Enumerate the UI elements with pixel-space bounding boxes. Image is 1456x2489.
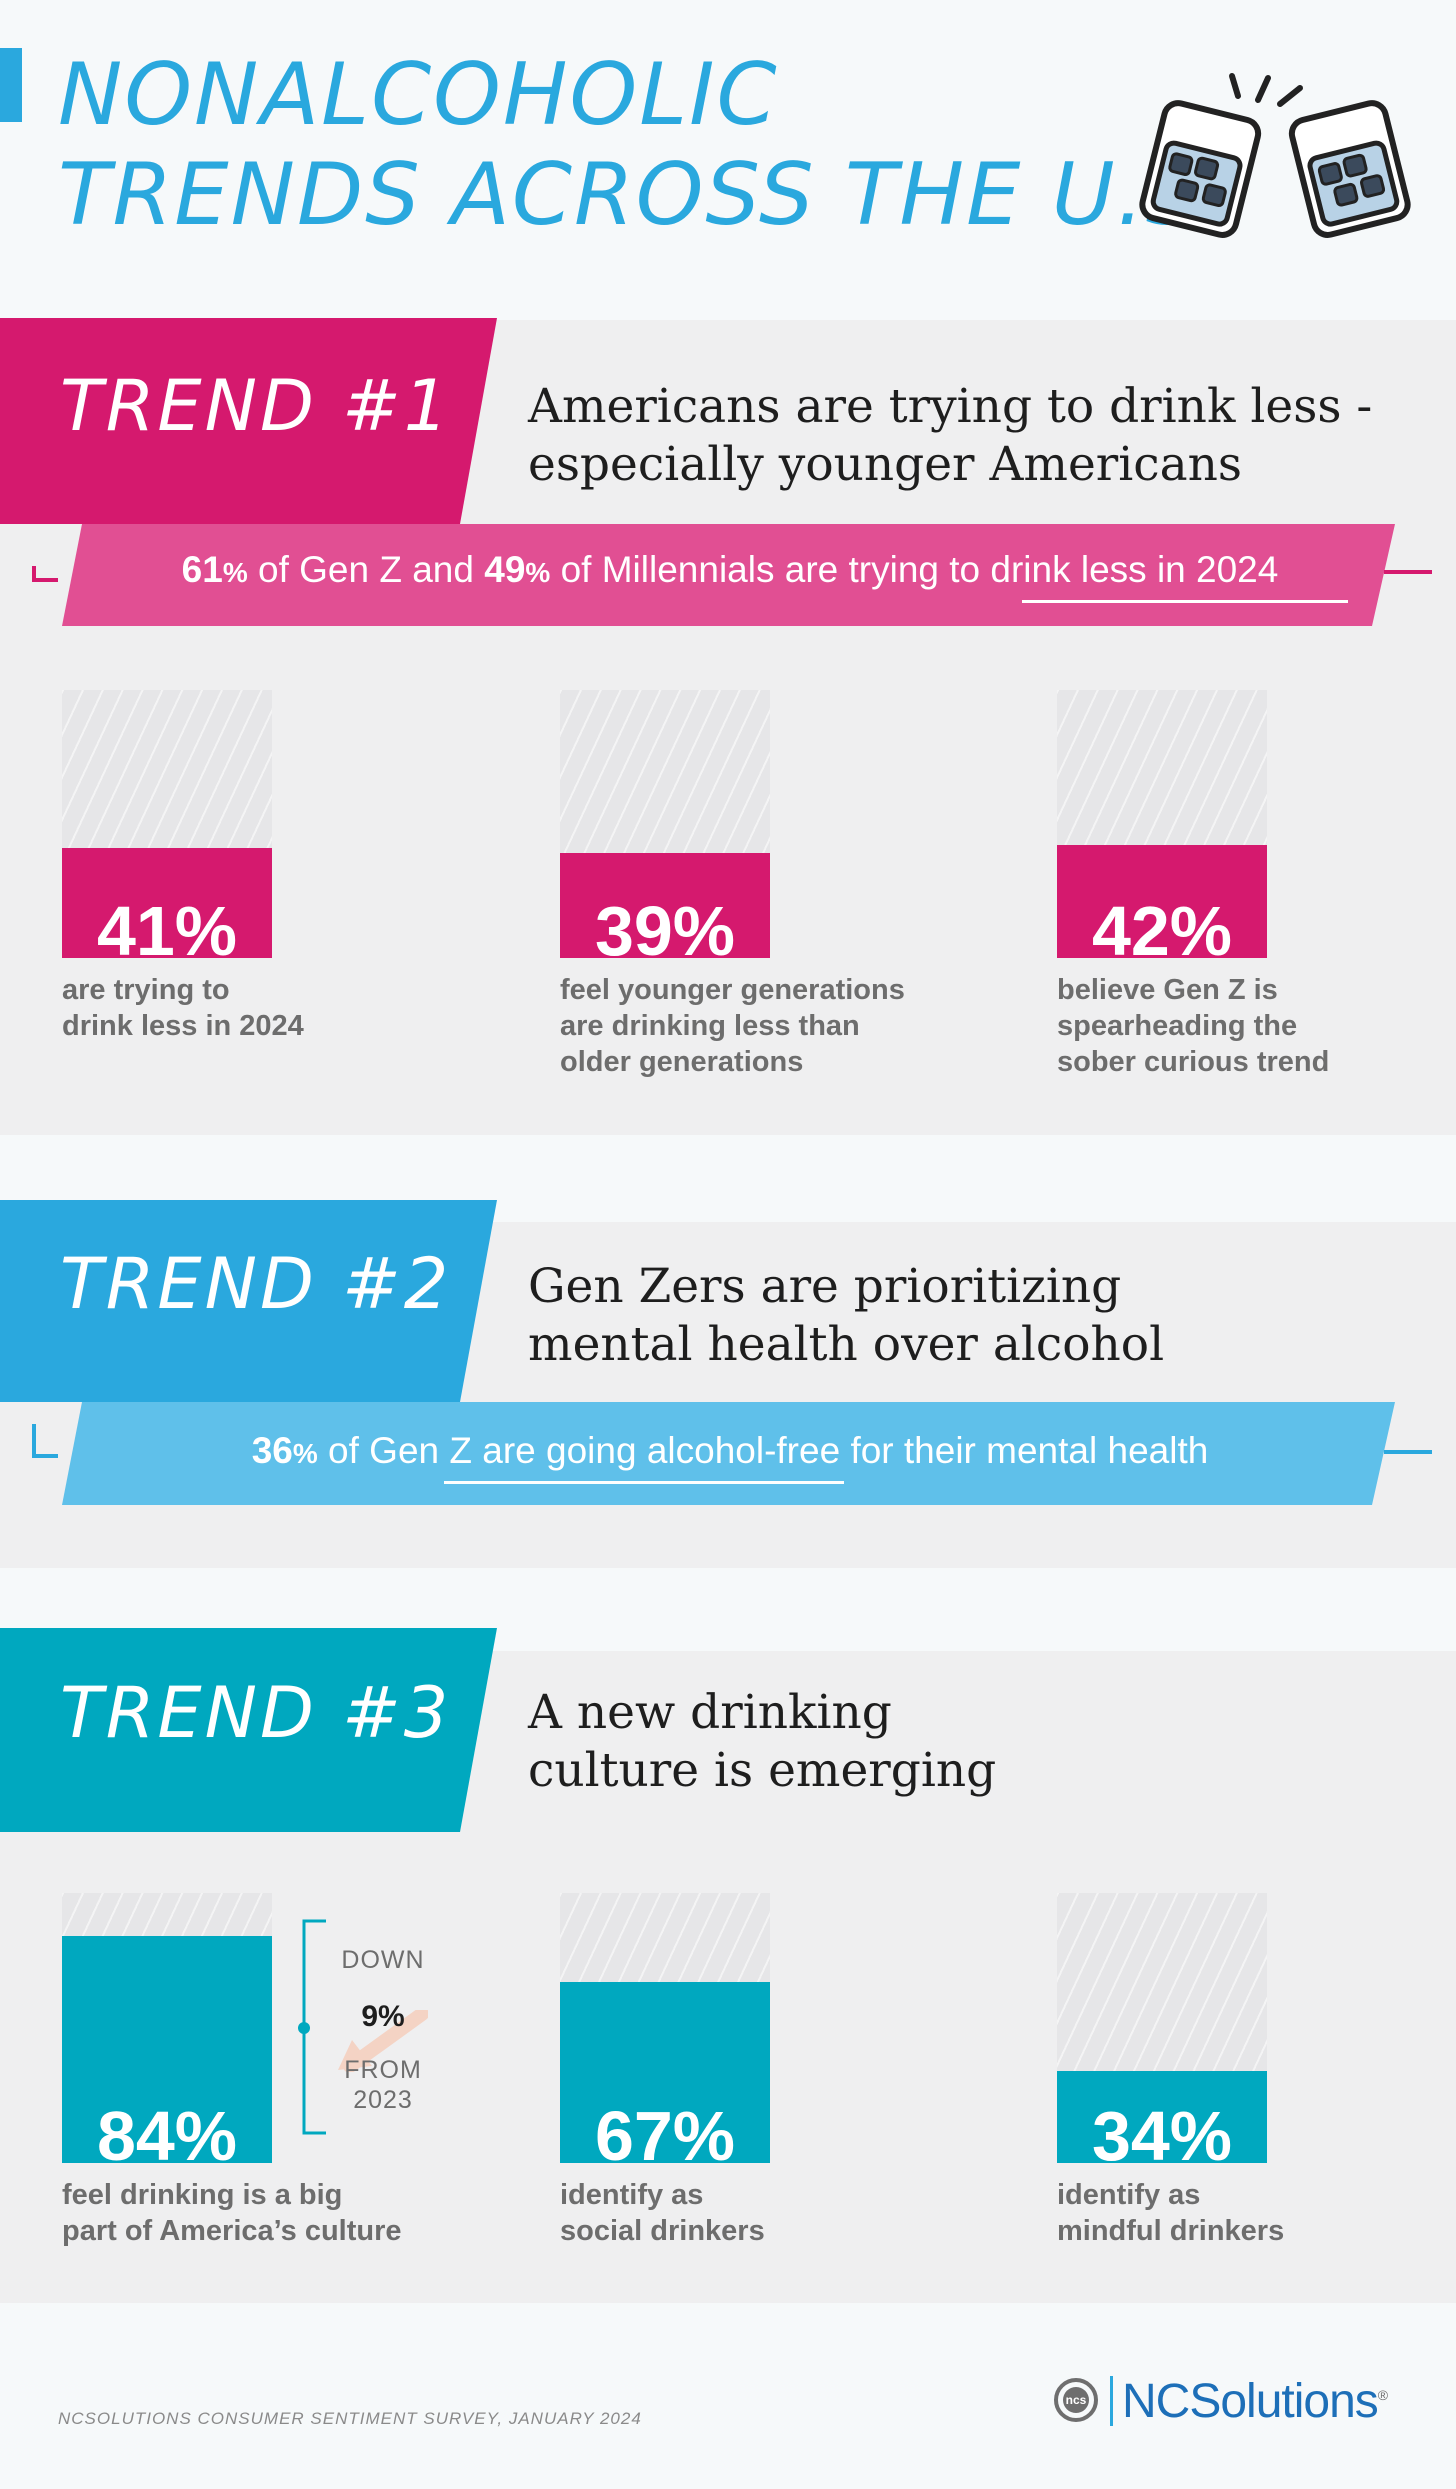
page-title-line-1: NONALCOHOLIC	[58, 45, 779, 145]
bar	[560, 1982, 770, 2163]
bar-caption-line: mindful drinkers	[1057, 2215, 1285, 2247]
logo-divider	[1110, 2376, 1113, 2426]
trend-3-heading-line-1: A new drinking	[528, 1685, 892, 1740]
trend-3-label: TREND #3	[60, 1672, 452, 1754]
trend-2-banner-text: 36% of Gen Z are going alcohol-free for …	[251, 1430, 1209, 1471]
bar-caption-line: social drinkers	[560, 2215, 765, 2247]
bar-caption-line: spearheading the	[1057, 1010, 1298, 1042]
ncs-logo-mark: ncs	[1054, 2378, 1098, 2422]
bar-caption-line: drink less in 2024	[62, 1010, 304, 1042]
ncs-logo: ncs NCSolutions®	[1054, 2370, 1434, 2440]
trend-2-banner-underline	[444, 1481, 844, 1484]
trend-1-banner-text: 61% of Gen Z and 49% of Millennials are …	[181, 549, 1279, 590]
bar	[62, 1936, 272, 2163]
bar-caption-line: identify as	[1057, 2179, 1201, 2211]
bar-value-label: 41%	[96, 896, 238, 958]
trend-1-heading-line-2: especially younger Americans	[528, 437, 1243, 492]
ncs-logo-text: NCSolutions®	[1122, 2375, 1388, 2428]
bar	[1057, 845, 1267, 958]
annotation-bracket	[298, 1919, 326, 2135]
bar-value-label: 42%	[1091, 896, 1233, 958]
trend-3-heading-line-2: culture is emerging	[528, 1743, 997, 1798]
bar-caption-line: older generations	[560, 1046, 804, 1078]
bar-caption-line: believe Gen Z is	[1057, 974, 1278, 1006]
bar	[62, 848, 272, 958]
page-title-line-2: TRENDS ACROSS THE U.S.	[58, 145, 1232, 245]
trend-1-banner-underline	[1022, 600, 1348, 603]
trend-2-header-shapes	[0, 1200, 1432, 1505]
title-accent-bar	[0, 48, 22, 122]
trend-2-label: TREND #2	[60, 1243, 452, 1325]
trend-1-label: TREND #1	[60, 365, 452, 447]
bar-caption-line: feel younger generations	[560, 974, 905, 1006]
bar-caption-line: feel drinking is a big	[62, 2179, 343, 2211]
bar	[1057, 2071, 1267, 2163]
bar-value-label: 67%	[594, 2101, 736, 2163]
annotation-line-down: DOWN	[341, 1946, 425, 1974]
bar-value-label: 84%	[96, 2101, 238, 2163]
bar-value-label: 39%	[594, 896, 736, 958]
source-citation: NCSOLUTIONS CONSUMER SENTIMENT SURVEY, J…	[58, 2409, 642, 2428]
bar-caption-line: sober curious trend	[1057, 1046, 1330, 1078]
bar	[560, 853, 770, 958]
trend-3-header-shape	[0, 1628, 497, 1832]
annotation-value: 9%	[361, 2000, 405, 2033]
trend-2-heading-line-2: mental health over alcohol	[528, 1317, 1165, 1372]
ncs-logo-mark-text: ncs	[1063, 2387, 1089, 2413]
trend-1-heading-line-1: Americans are trying to drink less -	[528, 379, 1373, 434]
bar-value-label: 34%	[1091, 2101, 1233, 2163]
annotation-line-from: FROM	[344, 2056, 422, 2084]
bar-caption-line: are trying to	[62, 974, 230, 1006]
bar-background	[1057, 1893, 1267, 2163]
annotation-line-year: 2023	[353, 2086, 413, 2114]
bar-caption-line: are drinking less than	[560, 1010, 860, 1042]
bar-caption-line: identify as	[560, 2179, 704, 2211]
down-arrow-icon	[338, 2010, 428, 2072]
trend-2-heading-line-1: Gen Zers are prioritizing	[528, 1259, 1122, 1314]
bar-caption-line: part of America’s culture	[62, 2215, 402, 2247]
clinking-glasses-icon	[1139, 73, 1411, 238]
